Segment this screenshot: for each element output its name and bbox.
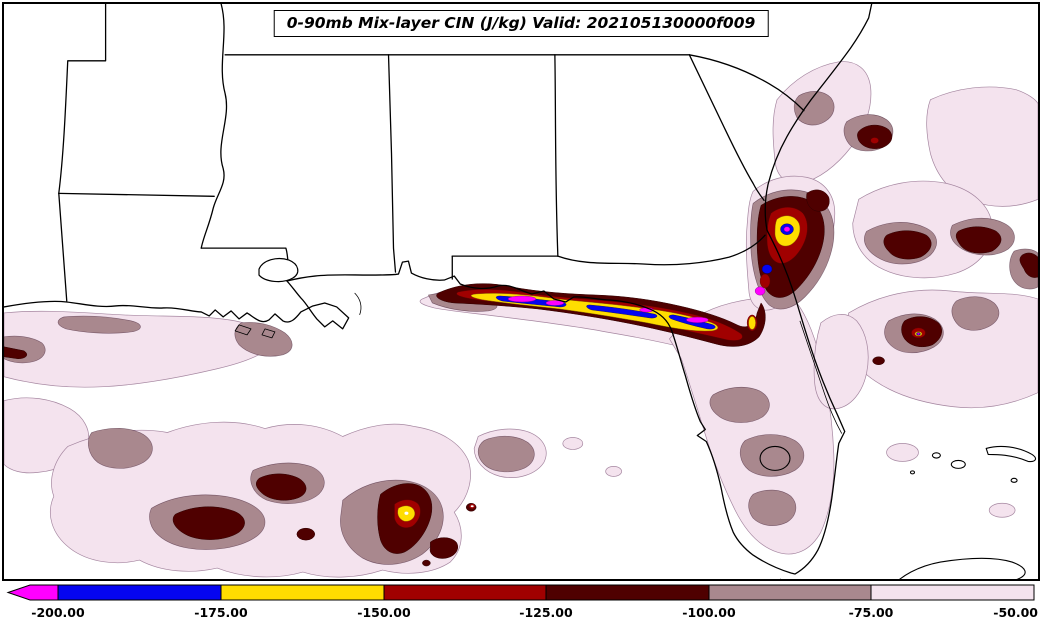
- contour-strong-region: [857, 124, 893, 149]
- colorbar-tick-label: -175.00: [194, 605, 248, 620]
- state-border-northcarolina-southcarolina: [688, 54, 805, 112]
- island-small: [1010, 477, 1018, 483]
- contour-moderate-region: [709, 386, 770, 423]
- state-border-mississippi-river: [200, 4, 228, 249]
- contour-strong-region: [429, 537, 459, 559]
- coastline: [4, 4, 873, 575]
- contour-max-core: [507, 295, 537, 303]
- contour-moderate-region: [793, 91, 835, 126]
- contour-moderate-region: [57, 315, 141, 334]
- contour-weak-spot: [562, 437, 584, 450]
- contour-weak-spot: [886, 443, 919, 462]
- geography: [4, 4, 1037, 579]
- state-border-mississippi-alabama: [387, 54, 397, 273]
- map-canvas: [4, 4, 1038, 579]
- contour-weak-region: [813, 314, 869, 410]
- contour-max-core: [754, 286, 766, 296]
- contour-max-core: [917, 332, 920, 335]
- contour-moderate-region: [88, 427, 153, 469]
- contour-max-core: [686, 316, 709, 323]
- colorbar-tick-label: -200.00: [31, 605, 85, 620]
- contour-intense-spot: [761, 264, 773, 274]
- island-small: [931, 452, 941, 459]
- island-cuba: [899, 557, 1026, 579]
- colorbar-underflow-arrow: [6, 584, 59, 601]
- contour-hole: [470, 505, 474, 508]
- colorbar-tick-label: -150.00: [357, 605, 411, 620]
- colorbar-tick-label: -50.00: [993, 605, 1038, 620]
- map-title: 0-90mb Mix-layer CIN (J/kg) Valid: 20210…: [273, 10, 769, 37]
- contour-max-core: [545, 300, 565, 306]
- state-border-texas-louisiana: [58, 192, 68, 302]
- colorbar: -200.00 -175.00 -150.00 -125.00 -100.00 …: [0, 584, 1044, 630]
- contour-weak-region: [926, 86, 1038, 207]
- contour-strong-region: [883, 230, 932, 260]
- state-border-arkansas-louisiana: [58, 192, 215, 197]
- contour-moderate-region: [477, 435, 535, 473]
- colorbar-segment-palepink: [870, 584, 1035, 601]
- colorbar-tick-label: -100.00: [682, 605, 736, 620]
- colorbar-segment-mauve: [708, 584, 872, 601]
- colorbar-segment-blue: [57, 584, 222, 601]
- contour-intense-band: [586, 304, 658, 319]
- contour-strong-spot: [296, 527, 316, 541]
- state-border-top-left: [58, 4, 107, 194]
- island-bahama-bank: [985, 445, 1037, 463]
- state-border-florida-georgia: [557, 234, 766, 266]
- colorbar-tick-label: -125.00: [519, 605, 573, 620]
- contour-severe-spot: [870, 137, 879, 144]
- contour-strong-spot: [422, 559, 431, 567]
- contour-strong-region: [806, 189, 830, 212]
- contour-weak-spot: [605, 466, 622, 477]
- contour-moderate-region: [951, 296, 1000, 331]
- colorbar-segment-red: [383, 584, 547, 601]
- lake-okeechobee: [759, 445, 791, 471]
- contour-max-core: [783, 226, 791, 232]
- contour-strong-spot: [872, 356, 885, 365]
- colorbar-segment-maroon: [545, 584, 710, 601]
- island-small: [909, 470, 916, 475]
- island-small: [950, 459, 966, 469]
- lagoon-line: [799, 320, 843, 434]
- state-border-georgia-southcarolina: [688, 54, 765, 201]
- contour-strong-region: [1019, 252, 1038, 278]
- contour-severe-spot: [759, 273, 771, 289]
- contour-weak-region: [846, 289, 1038, 409]
- contour-strong-region: [955, 226, 1002, 254]
- barrier-island-arc: [354, 292, 362, 316]
- lake-pontchartrain: [258, 257, 299, 283]
- contour-weak-spot: [988, 502, 1016, 518]
- marsh-islet: [261, 328, 276, 339]
- contour-extreme-spot: [748, 316, 756, 330]
- contour-hole: [404, 511, 409, 515]
- colorbar-canvas: -200.00 -175.00 -150.00 -125.00 -100.00 …: [6, 584, 1038, 620]
- contour-moderate-region: [234, 322, 293, 357]
- contour-moderate-region: [748, 489, 797, 526]
- contour-strong-region: [172, 506, 245, 540]
- marsh-islet: [234, 324, 252, 336]
- colorbar-tick-label: -75.00: [849, 605, 894, 620]
- contour-fills: [4, 61, 1038, 578]
- map-frame: 0-90mb Mix-layer CIN (J/kg) Valid: 20210…: [2, 2, 1040, 581]
- contour-strong-region: [256, 473, 307, 501]
- contour-strong-region: [4, 346, 28, 360]
- state-border-alabama-georgia: [554, 54, 559, 257]
- colorbar-segment-yellow: [220, 584, 385, 601]
